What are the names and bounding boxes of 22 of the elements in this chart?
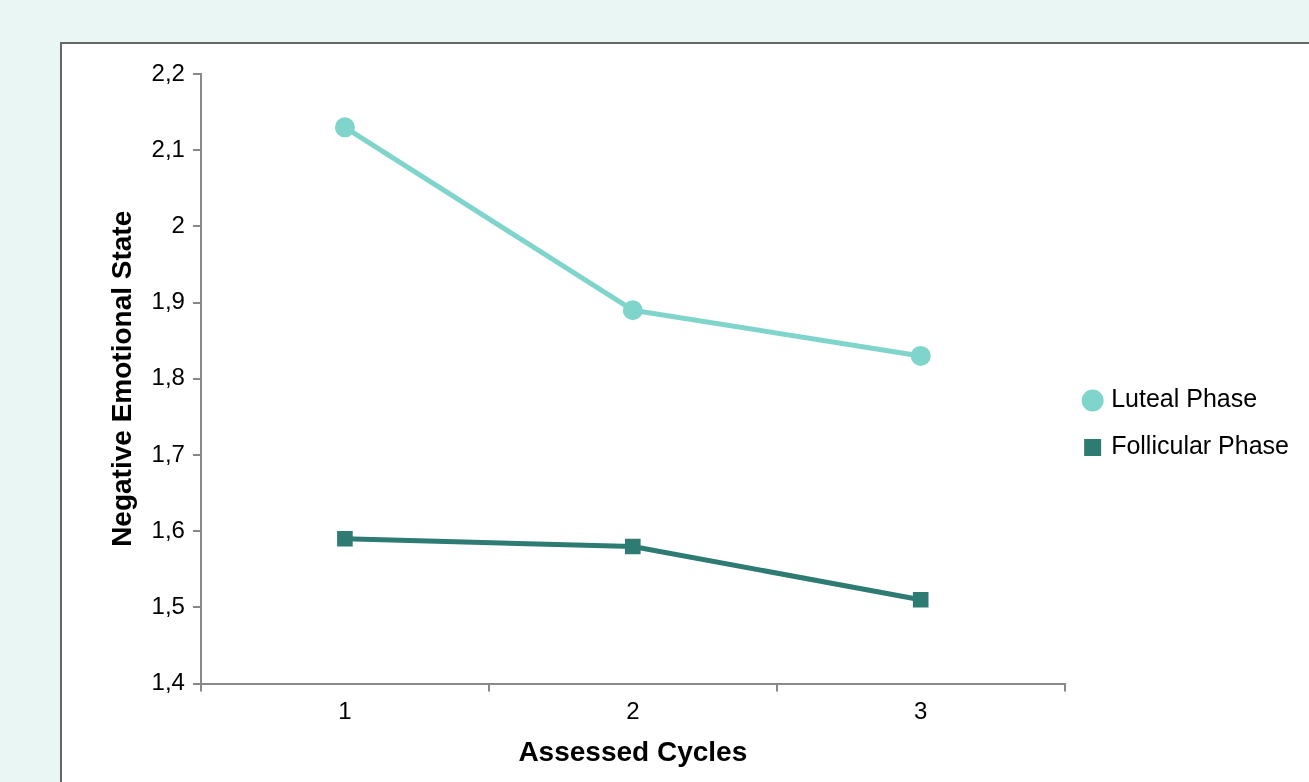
legend-label: Luteal Phase: [1111, 384, 1258, 413]
y-tick-label: 1,4: [151, 668, 185, 696]
point: [910, 345, 931, 366]
y-tick-label: 1,6: [151, 515, 185, 543]
y-tick-label: 2,2: [151, 58, 185, 86]
y-tick-label: 2,1: [151, 134, 185, 162]
x-tick-label: 1: [338, 696, 352, 724]
point: [622, 300, 643, 321]
x-tick-label: 3: [914, 696, 928, 724]
y-tick-label: 1,9: [151, 287, 185, 315]
y-tick-label: 1,5: [151, 592, 185, 620]
point: [912, 591, 929, 608]
point: [625, 538, 641, 555]
y-tick-label: 1,8: [151, 363, 185, 391]
y-axis-title: Negative Emotional State: [105, 210, 137, 547]
legend-label: Follicular Phase: [1111, 431, 1289, 460]
y-tick-label: 1,7: [151, 439, 185, 467]
y-tick-label: 2: [171, 211, 185, 239]
x-tick-label: 2: [626, 696, 640, 724]
point: [337, 531, 353, 547]
point: [334, 117, 355, 138]
x-axis-title: Assessed Cycles: [518, 735, 748, 767]
